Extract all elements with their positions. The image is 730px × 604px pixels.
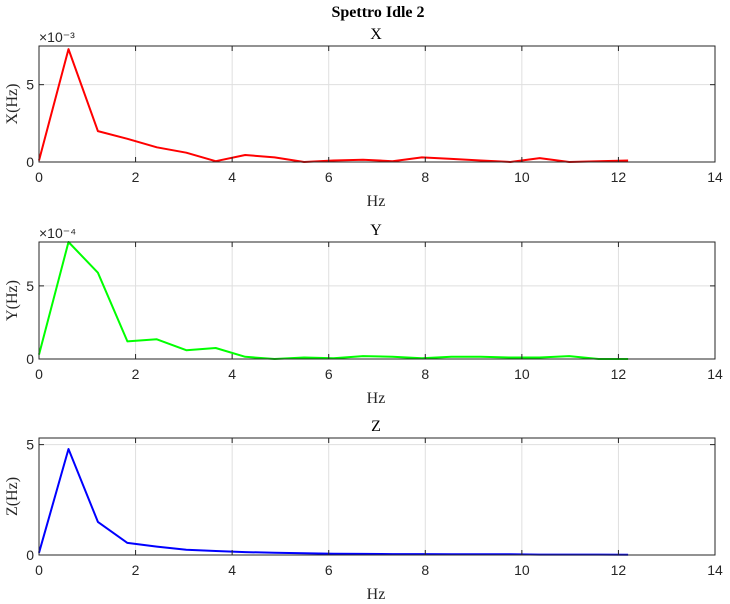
x-tick-label-x: 6 xyxy=(325,169,333,185)
x-tick-label-y: 14 xyxy=(707,366,723,382)
series-line-x xyxy=(38,48,629,163)
x-tick-label-z: 10 xyxy=(514,562,530,578)
y-tick-label-y: 0 xyxy=(26,351,34,367)
y-tick-label-x: 0 xyxy=(26,154,34,170)
figure-title: Spettro Idle 2 xyxy=(331,4,424,21)
y-exponent-label-y: ×10⁻⁴ xyxy=(39,225,76,241)
x-tick-label-z: 14 xyxy=(707,562,723,578)
x-tick-label-z: 12 xyxy=(611,562,627,578)
x-tick-label-x: 2 xyxy=(132,169,140,185)
y-axis-label-x: X(Hz) xyxy=(4,84,21,125)
x-tick-label-x: 8 xyxy=(421,169,429,185)
y-tick-label-x: 5 xyxy=(26,77,34,93)
x-tick-label-y: 0 xyxy=(35,366,43,382)
x-axis-label-x: Hz xyxy=(367,193,386,210)
x-tick-label-z: 0 xyxy=(35,562,43,578)
x-tick-label-x: 10 xyxy=(514,169,530,185)
panel-title-x: X xyxy=(370,26,382,43)
y-tick-label-z: 5 xyxy=(26,437,34,453)
plot-area-z xyxy=(39,438,715,555)
panel-title-y: Y xyxy=(370,222,382,239)
x-tick-label-z: 2 xyxy=(132,562,140,578)
plot-area-x xyxy=(39,46,715,162)
series-line-y xyxy=(38,241,629,360)
x-tick-label-y: 2 xyxy=(132,366,140,382)
x-tick-label-z: 4 xyxy=(228,562,236,578)
axes-box-z xyxy=(38,437,716,556)
x-tick-label-x: 12 xyxy=(611,169,627,185)
x-tick-label-z: 8 xyxy=(421,562,429,578)
x-tick-label-x: 4 xyxy=(228,169,236,185)
y-exponent-label-x: ×10⁻³ xyxy=(39,29,75,45)
axes-box-y xyxy=(38,241,716,360)
y-tick-label-z: 0 xyxy=(26,547,34,563)
x-axis-label-z: Hz xyxy=(367,586,386,603)
panel-title-z: Z xyxy=(371,418,381,435)
y-axis-label-z: Z(Hz) xyxy=(4,477,21,516)
x-tick-label-y: 6 xyxy=(325,366,333,382)
x-tick-label-y: 12 xyxy=(611,366,627,382)
x-tick-label-x: 0 xyxy=(35,169,43,185)
y-tick-label-y: 5 xyxy=(26,278,34,294)
x-tick-label-y: 4 xyxy=(228,366,236,382)
x-tick-label-x: 14 xyxy=(707,169,723,185)
x-tick-label-z: 6 xyxy=(325,562,333,578)
x-tick-label-y: 8 xyxy=(421,366,429,382)
x-axis-label-y: Hz xyxy=(367,390,386,407)
x-tick-label-y: 10 xyxy=(514,366,530,382)
y-axis-label-y: Y(Hz) xyxy=(4,280,21,321)
axes-box-x xyxy=(38,45,716,163)
